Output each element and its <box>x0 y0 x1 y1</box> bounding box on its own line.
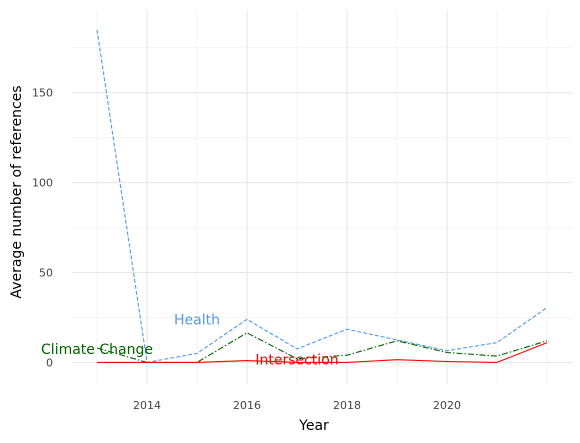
x-tick-label: 2018 <box>333 399 361 412</box>
y-tick-label: 150 <box>32 87 53 100</box>
series-label-intersection: Intersection <box>255 353 338 369</box>
series-label-health: Health <box>174 312 220 328</box>
y-axis-title: Average number of references <box>9 85 25 298</box>
y-tick-label: 0 <box>46 356 53 369</box>
series-lines <box>96 29 548 363</box>
series-line-health <box>96 29 548 363</box>
x-tick-label: 2020 <box>433 399 461 412</box>
series-line-intersection <box>97 342 548 363</box>
x-tick-label: 2014 <box>133 399 161 412</box>
x-tick-label: 2016 <box>233 399 261 412</box>
y-tick-label: 50 <box>39 267 53 280</box>
minor-gridlines <box>72 10 572 384</box>
series-labels: Health Climate Change Intersection <box>41 312 339 368</box>
y-axis-ticks: 0 50 100 150 <box>32 87 53 370</box>
y-tick-label: 100 <box>32 177 53 190</box>
x-axis-ticks: 2014 2016 2018 2020 <box>133 399 461 412</box>
series-label-climate-change: Climate Change <box>41 342 153 358</box>
x-axis-title: Year <box>298 418 329 434</box>
